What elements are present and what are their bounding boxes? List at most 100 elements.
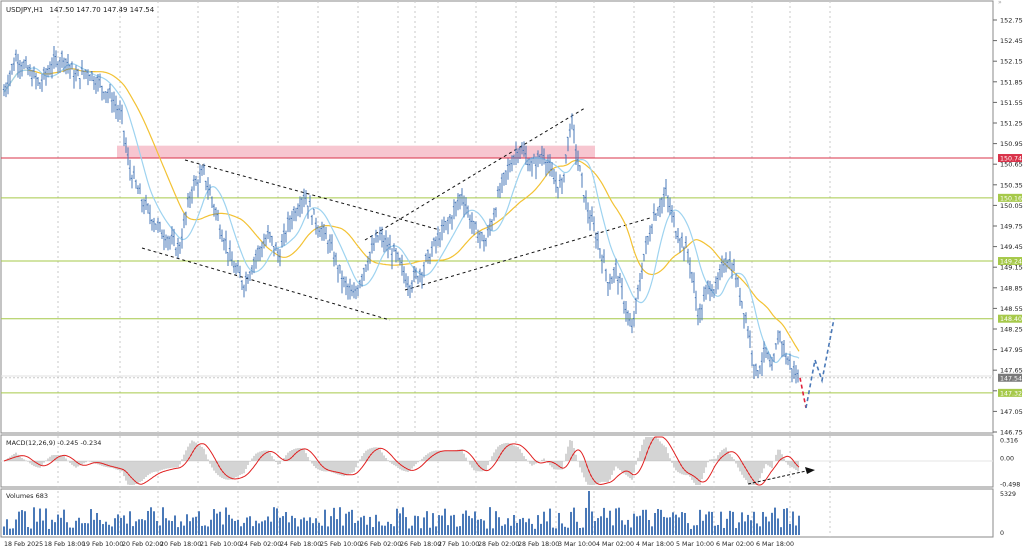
price-axis: 152.75 152.45 152.15 151.85 151.55 151.25 150.…	[993, 17, 1023, 437]
volume-bar	[774, 507, 776, 535]
volume-bar	[42, 520, 44, 535]
volume-bar	[645, 509, 647, 535]
volume-bar	[441, 515, 443, 535]
volume-bar	[288, 522, 290, 535]
macd-axis: 0.316 0.00 -0.498	[1000, 438, 1020, 489]
volume-bar	[159, 525, 161, 535]
volume-bar	[657, 508, 659, 535]
ohlc-values: 147.50 147.70 147.49 147.54	[50, 6, 155, 14]
volume-bar	[75, 520, 77, 535]
volume-bar	[615, 508, 617, 535]
volume-bar	[279, 517, 281, 535]
price-tick-label: 150.65	[1000, 161, 1023, 169]
rising-channel-lower-line	[404, 217, 651, 291]
volume-bar	[207, 526, 209, 535]
resistance-zone	[117, 145, 595, 159]
volume-bar	[489, 507, 491, 535]
volume-bar	[456, 526, 458, 535]
support-lines[interactable]	[1, 197, 993, 394]
trend-channels[interactable]	[141, 107, 651, 321]
symbol-label: USDJPY,H1	[6, 6, 43, 14]
volume-bar	[147, 510, 149, 535]
price-tick-label: 149.75	[1000, 223, 1023, 231]
volume-bar	[33, 507, 35, 535]
volume-bar	[588, 491, 590, 535]
volume-bar	[504, 524, 506, 535]
volume-bar	[744, 521, 746, 535]
volume-bar	[717, 524, 719, 535]
volume-bar	[54, 522, 56, 535]
volume-bar	[669, 517, 671, 535]
price-tick-label: 152.45	[1000, 37, 1023, 45]
volume-bar	[546, 521, 548, 535]
volume-bar	[585, 507, 587, 535]
volume-bar	[357, 520, 359, 535]
volume-bar	[198, 511, 200, 535]
main-pane[interactable]	[0, 0, 994, 434]
volume-bar	[753, 511, 755, 535]
volume-bar	[636, 516, 638, 535]
volume-bar	[249, 516, 251, 535]
price-level-badge	[998, 154, 1022, 163]
volume-bar	[144, 520, 146, 535]
volume-bar	[603, 507, 605, 535]
price-tick-label: 147.65	[1000, 367, 1023, 375]
volume-bar	[639, 515, 641, 535]
volume-bar	[789, 523, 791, 535]
time-axis-label: 28 Feb 18:00	[518, 541, 559, 548]
volume-bar	[24, 511, 26, 535]
time-axis-label: 4 Mar 18:00	[636, 541, 674, 548]
volume-bar	[225, 507, 227, 535]
price-tick-label: 150.05	[1000, 202, 1023, 210]
price-level-badge	[998, 193, 1022, 202]
volume-bar	[393, 526, 395, 535]
volume-bar	[771, 512, 773, 535]
volume-bar	[654, 513, 656, 535]
volume-bar	[591, 511, 593, 535]
time-axis-label: 18 Feb 2025	[4, 541, 43, 548]
volume-bar	[624, 524, 626, 535]
macd-tick-label: 0.316	[1000, 438, 1018, 445]
volume-bar	[642, 509, 644, 535]
volume-bar	[600, 516, 602, 535]
volume-bar	[720, 511, 722, 535]
volume-bar	[747, 514, 749, 535]
volume-bar	[516, 522, 518, 535]
volume-bar	[60, 517, 62, 535]
volume-bar	[627, 519, 629, 535]
volume-bar	[201, 525, 203, 535]
volume-bar	[759, 526, 761, 535]
volume-bar	[210, 519, 212, 535]
volume-bar	[93, 519, 95, 535]
price-tick-label: 151.55	[1000, 99, 1023, 107]
volume-bar	[195, 516, 197, 535]
volume-bar	[129, 511, 131, 535]
volume-bar	[792, 511, 794, 535]
volume-bar	[444, 508, 446, 535]
volume-bar	[786, 508, 788, 535]
price-level-labels: 150.74 150.16 149.24 148.40 147.54 147.32	[998, 154, 1022, 397]
volume-bar	[327, 526, 329, 535]
volume-bar	[204, 525, 206, 535]
volume-bar	[519, 519, 521, 535]
vertical-grid	[1, 1, 993, 537]
volume-bar	[672, 512, 674, 535]
volume-bar	[768, 521, 770, 535]
volume-bar	[108, 524, 110, 535]
volume-bar	[216, 513, 218, 535]
volume-bar	[132, 526, 134, 535]
volume-bar	[150, 507, 152, 535]
volume-bar	[795, 525, 797, 535]
volume-bar	[540, 523, 542, 535]
volume-bar	[405, 517, 407, 535]
volume-bar	[378, 521, 380, 535]
volume-bar	[270, 521, 272, 535]
volume-bar	[300, 519, 302, 535]
price-level-text: 148.40	[1000, 316, 1022, 323]
volume-bar	[297, 526, 299, 535]
price-level-text: 150.16	[1000, 195, 1022, 202]
time-axis-label: 4 Mar 02:00	[596, 541, 634, 548]
volume-bar	[582, 527, 584, 535]
time-axis-label: 6 Mar 02:00	[716, 541, 754, 548]
